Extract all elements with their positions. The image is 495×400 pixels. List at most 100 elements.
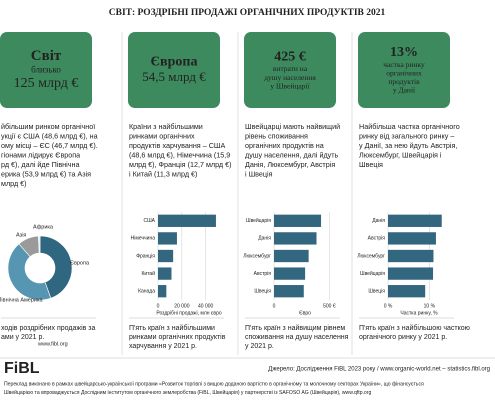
pie-label: Африка <box>33 224 54 230</box>
pie-slice <box>38 235 41 254</box>
body-text: ринками органічних <box>129 131 195 140</box>
body-text: Швейцарці мають найвищий <box>245 122 340 131</box>
body-text: млрд €), Франція (12,7 млрд €) <box>129 160 232 169</box>
y-tick-label: Швейцарія <box>360 270 385 277</box>
header-box <box>0 32 92 108</box>
pie-label: Північна Америка <box>0 297 43 303</box>
caption-text: харчування у 2021 р. <box>129 343 197 350</box>
header-text: частка ринку <box>383 60 425 69</box>
body-text: ерика (53,9 млрд €) та Азія <box>1 169 91 178</box>
header-text: Світ <box>31 48 62 64</box>
bar <box>274 285 304 298</box>
body-text: млрд €) <box>1 179 27 188</box>
footnote: Швейцарією та впроваджується Дослідним і… <box>4 389 371 396</box>
x-tick-label: 10 % <box>424 303 436 309</box>
body-text: Країни з найбільшими <box>129 122 203 131</box>
bar <box>158 249 174 263</box>
body-text: душу населення, далі йдуть <box>245 150 339 159</box>
body-text: рд €), далі йде Північна <box>1 160 79 169</box>
caption-text: П'ять країн з найбільшими <box>129 324 215 332</box>
bar <box>274 249 309 263</box>
header-text: 13% <box>390 45 418 60</box>
body-text: Швеція <box>359 160 383 169</box>
header-text: 125 млрд € <box>14 76 79 91</box>
y-tick-label: Німеччина <box>131 236 156 242</box>
header-text: душу населення <box>264 73 316 82</box>
body-text: (48,6 млрд €), Німеччина (15,9 <box>129 150 230 159</box>
x-tick-label: 20 000 <box>174 303 190 309</box>
y-tick-label: Люксембург <box>357 253 385 259</box>
bar <box>274 214 322 227</box>
caption-text: споживання на душу населення <box>245 334 349 341</box>
body-text: укції є США (48,6 млрд €), на <box>1 131 98 140</box>
logo: FiBL <box>4 360 40 377</box>
x-axis-label: Євро <box>299 310 311 316</box>
header-text: витрати на <box>273 64 308 73</box>
body-text: і Швеція <box>245 169 273 178</box>
body-text: гіонами лідирує Європа <box>1 150 80 159</box>
footnote: Переклад виконано в рамках швейцарсько-у… <box>4 380 424 387</box>
source: Джерело: Дослідження FiBL 2023 року / ww… <box>268 367 490 373</box>
pie-label: Азія <box>16 232 26 238</box>
body-text: ринку від загального ринку – <box>359 131 454 140</box>
y-tick-label: Канада <box>138 289 155 295</box>
header-box <box>128 32 220 108</box>
caption-text: ами у 2021 р. <box>1 334 44 341</box>
caption-text: П'ять країн з найбільшою часткою <box>359 324 470 332</box>
pie-slice <box>7 243 52 301</box>
body-text: рівень споживання <box>245 131 308 140</box>
y-tick-label: Швейцарія <box>246 217 271 224</box>
y-tick-label: Люксембург <box>243 253 271 259</box>
y-tick-label: Швеція <box>254 289 271 295</box>
page-title: СВІТ: РОЗДРІБНІ ПРОДАЖІ ОРГАНІЧНИХ ПРОДУ… <box>109 8 386 18</box>
body-text: йбільшим ринком органічної <box>1 122 95 131</box>
header-text: 425 € <box>274 49 306 64</box>
header-text: у Швейцарії <box>270 81 310 90</box>
x-tick-label: 40 000 <box>198 303 214 309</box>
body-text: Люксембург, Швейцарія і <box>359 150 442 159</box>
header-box <box>244 32 336 108</box>
bar <box>158 214 216 227</box>
bar <box>158 232 177 245</box>
y-tick-label: Франція <box>136 253 155 259</box>
caption-text: ринками органічних продуктів <box>129 333 226 341</box>
header-text: близько <box>31 65 61 75</box>
x-tick-label: 500 € <box>323 303 336 309</box>
bar <box>388 232 436 245</box>
body-text: ому місці – ЄС (46,7 млрд €). <box>1 141 98 150</box>
y-tick-label: Австрія <box>368 236 386 242</box>
x-axis-label: Роздрібні продажі, млн євро <box>156 310 222 316</box>
y-tick-label: США <box>143 218 155 224</box>
bar <box>158 267 172 280</box>
body-text: у Данії, за нею йдуть Австрія, <box>359 141 457 150</box>
y-tick-label: Швеція <box>368 289 385 295</box>
caption-text: ходів роздрібних продажів за <box>1 324 96 332</box>
header-text: 54,5 млрд € <box>142 69 206 84</box>
x-tick-label: 0 % <box>384 303 393 309</box>
body-text: Найбільша частка органічного <box>359 122 460 131</box>
bar <box>388 285 426 298</box>
bar <box>388 267 434 280</box>
header-text: органічних <box>386 68 422 77</box>
x-tick-label: 0 <box>273 303 276 309</box>
body-text: органічних продуктів на <box>245 141 324 150</box>
y-tick-label: Данія <box>258 236 271 242</box>
caption-text: П'ять країн з найвищим рівнем <box>245 324 345 332</box>
body-text: Данія, Люксембург, Австрія <box>245 160 335 169</box>
bar <box>274 267 306 280</box>
header-text: у Данії <box>393 86 416 95</box>
caption-text: у 2021 р. <box>245 343 274 350</box>
bar <box>388 249 434 263</box>
x-tick-label: 0 <box>157 303 160 309</box>
bar <box>274 232 317 245</box>
bar <box>388 214 442 227</box>
body-text: продуктів харчування – США <box>129 141 225 150</box>
website: www.fibl.org <box>37 341 68 347</box>
pie-slice <box>39 235 73 299</box>
y-tick-label: Китай <box>141 270 155 277</box>
header-text: Європа <box>151 55 198 70</box>
header-box <box>358 32 450 108</box>
y-tick-label: Австрія <box>254 271 272 277</box>
bar <box>158 285 167 298</box>
